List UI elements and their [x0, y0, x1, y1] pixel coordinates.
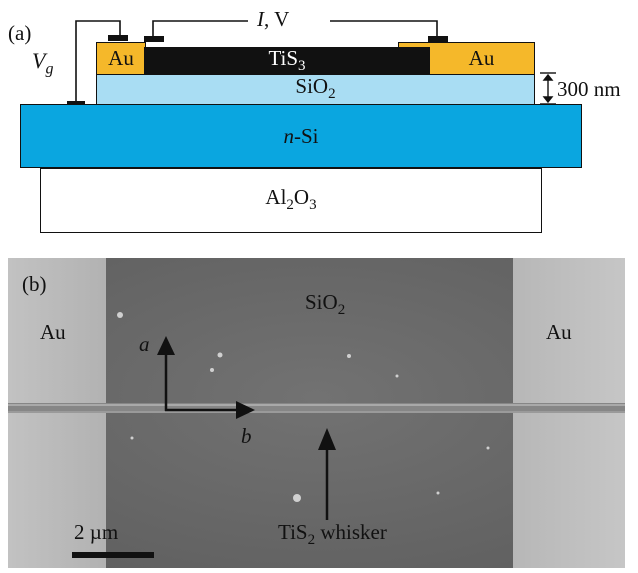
- whisker-stripe: [8, 403, 625, 413]
- whisker-rest: whisker: [315, 520, 387, 544]
- substrate-label: n-Si: [283, 123, 319, 148]
- gate-voltage-label: Vg: [32, 50, 53, 77]
- whisker-highlight: [8, 404, 625, 406]
- oxide-label: SiO2: [295, 76, 335, 102]
- tis3-channel: TiS3: [144, 47, 430, 75]
- base-part2: O: [293, 185, 310, 210]
- base-layer-label: Al2O3: [265, 187, 316, 213]
- left-contact-pad: [108, 35, 128, 41]
- surface-debris: [117, 312, 490, 502]
- current-symbol: I: [257, 7, 264, 31]
- base-sub1: 2: [286, 197, 294, 214]
- crystal-axes: [157, 336, 255, 419]
- gate-wire: [75, 20, 121, 103]
- base-part1: Al: [265, 185, 287, 210]
- gate-voltage-subscript: g: [45, 60, 54, 78]
- gate-voltage-symbol: V: [32, 48, 46, 73]
- n-si-layer: n-Si: [20, 104, 582, 168]
- channel-label: TiS3: [268, 45, 306, 75]
- sem-oxide-label: SiO2: [305, 292, 345, 318]
- panel-b-sem-image: (b) Au Au SiO2 a b TiS2 whisker 2 µm: [8, 258, 625, 568]
- axis-b-label: b: [241, 424, 252, 448]
- whisker-label: TiS2 whisker: [278, 522, 387, 548]
- al2o3-layer: Al2O3: [40, 168, 542, 233]
- axis-a-label: a: [139, 332, 150, 356]
- oxide-thickness-label: 300 nm: [557, 77, 621, 101]
- substrate-rest: -Si: [293, 123, 319, 148]
- panel-a-label: (a): [8, 21, 32, 45]
- left-au-label: Au: [108, 46, 134, 70]
- channel-base: TiS: [268, 45, 299, 70]
- sem-left-au-label: Au: [40, 320, 66, 344]
- measurement-wire: [152, 20, 438, 38]
- sem-micrograph: [8, 258, 625, 568]
- sem-right-au-label: Au: [546, 320, 572, 344]
- whisker-base: TiS: [278, 520, 308, 544]
- base-sub2: 3: [309, 197, 317, 214]
- measurement-separator: ,: [264, 7, 275, 31]
- scale-bar-label: 2 µm: [74, 520, 119, 544]
- scale-bar: [72, 552, 154, 558]
- measurement-label: I, V: [254, 7, 293, 31]
- sem-oxide-subscript: 2: [337, 302, 346, 319]
- sem-oxide-base: SiO: [305, 290, 338, 314]
- left-au-contact: Au: [96, 42, 146, 75]
- panel-a: (a) Vg I, V Au Au TiS3 SiO2 300 nm n-Si …: [0, 0, 638, 240]
- whisker-highlight-lower: [8, 411, 625, 413]
- right-contact-pad: [428, 36, 448, 42]
- channel-subscript: 3: [298, 58, 306, 75]
- substrate-prefix: n: [283, 123, 294, 148]
- oxide-subscript: 2: [328, 86, 336, 103]
- voltage-symbol: V: [274, 7, 290, 31]
- channel-contact-pad: [144, 36, 164, 42]
- right-au-label: Au: [468, 46, 495, 70]
- whisker-subscript: 2: [307, 532, 316, 549]
- oxide-base: SiO: [295, 74, 329, 99]
- panel-b-label: (b): [22, 272, 47, 296]
- thickness-indicator: [540, 72, 556, 105]
- whisker-pointer-arrow: [318, 428, 336, 520]
- sio2-layer: SiO2: [96, 74, 535, 105]
